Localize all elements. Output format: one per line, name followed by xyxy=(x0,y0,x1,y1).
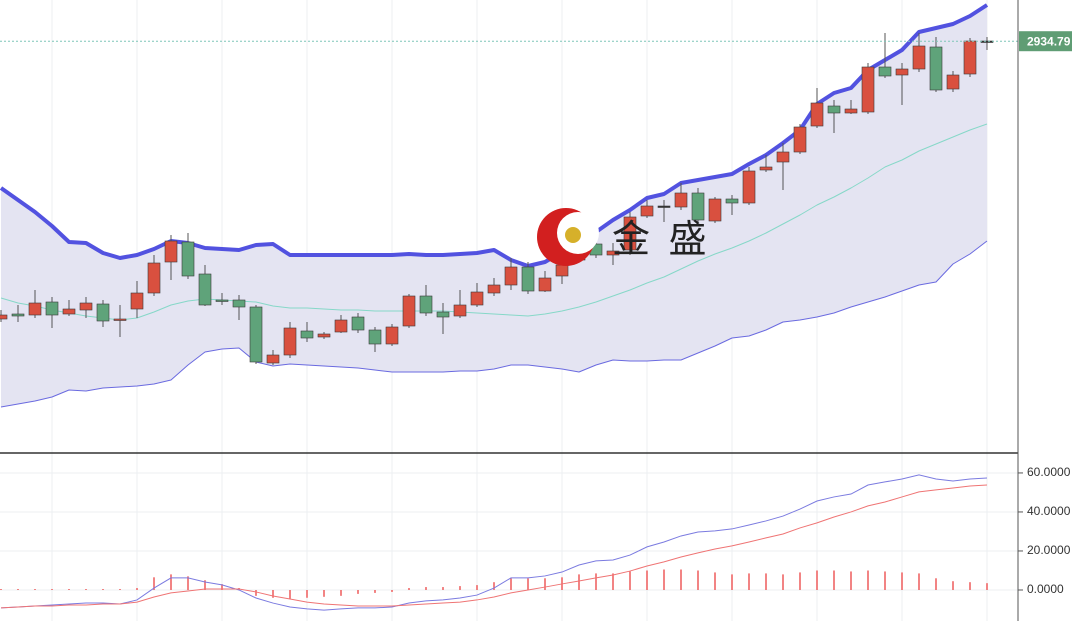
candle-body xyxy=(334,319,348,333)
macd-line xyxy=(0,474,988,611)
candle-body xyxy=(521,266,535,292)
candle-body xyxy=(504,266,518,286)
candle-body xyxy=(147,262,161,294)
candle-body xyxy=(113,318,127,321)
candle-body xyxy=(215,299,229,302)
candle-body xyxy=(759,166,773,171)
y-tick-label: 40.0000 xyxy=(1027,504,1071,518)
candle-body xyxy=(0,314,8,320)
candle-body xyxy=(912,45,926,70)
candle-body xyxy=(232,299,246,308)
candle-body xyxy=(606,250,620,256)
candle-body xyxy=(861,66,875,113)
price-tag xyxy=(1019,31,1072,52)
candle-body xyxy=(895,68,909,76)
candle-body xyxy=(266,354,280,364)
candle-body xyxy=(946,74,960,90)
plot-layer xyxy=(0,3,1018,611)
logo-ball xyxy=(565,227,581,243)
band-line xyxy=(0,240,988,408)
candle-body xyxy=(878,66,892,77)
y-tick-label: 0.0000 xyxy=(1027,582,1064,596)
candle-body xyxy=(810,102,824,127)
candle-body xyxy=(640,205,654,217)
candle-body xyxy=(96,303,110,322)
candle-body xyxy=(436,311,450,318)
logo: 金 盛 xyxy=(537,208,711,266)
candle-body xyxy=(623,216,637,251)
candle-body xyxy=(283,327,297,356)
candle-body xyxy=(657,205,671,208)
candle-body xyxy=(776,151,790,163)
candle-body xyxy=(827,105,841,114)
watermark: 金 盛 xyxy=(612,219,711,261)
candle-body xyxy=(538,277,552,292)
candle-body xyxy=(708,198,722,222)
price-label: 2934.79 xyxy=(1027,34,1071,48)
y-tick-label: 60.0000 xyxy=(1027,465,1071,479)
candle-body xyxy=(164,240,178,263)
candle-body xyxy=(419,295,433,314)
candle-body xyxy=(742,170,756,204)
candle-body xyxy=(725,198,739,204)
candle-body xyxy=(28,302,42,316)
band-line xyxy=(0,123,988,321)
candle-body xyxy=(453,304,467,317)
candle-body xyxy=(385,326,399,345)
candle-body xyxy=(351,316,365,331)
candle-body xyxy=(11,313,25,317)
macd-line xyxy=(0,484,988,609)
band-fill xyxy=(1,5,987,407)
candle-body xyxy=(793,126,807,153)
candle-body xyxy=(130,292,144,310)
candle-body xyxy=(980,40,994,43)
candle-body xyxy=(317,333,331,338)
candle-body xyxy=(402,295,416,327)
candle-body xyxy=(45,301,59,316)
candle-body xyxy=(844,108,858,114)
candle-body xyxy=(249,306,263,363)
candle-body xyxy=(674,192,688,208)
y-tick-label: 20.0000 xyxy=(1027,543,1071,557)
candle-body xyxy=(368,329,382,345)
candle-body xyxy=(929,46,943,91)
candle-body xyxy=(62,308,76,315)
candle-body xyxy=(487,284,501,294)
candle-body xyxy=(470,291,484,306)
candle-body xyxy=(555,264,569,277)
candle-body xyxy=(963,40,977,75)
candle-body xyxy=(691,192,705,221)
candle-body xyxy=(300,330,314,339)
candle-body xyxy=(181,241,195,277)
candle-body xyxy=(198,273,212,306)
candle-body xyxy=(79,302,93,311)
